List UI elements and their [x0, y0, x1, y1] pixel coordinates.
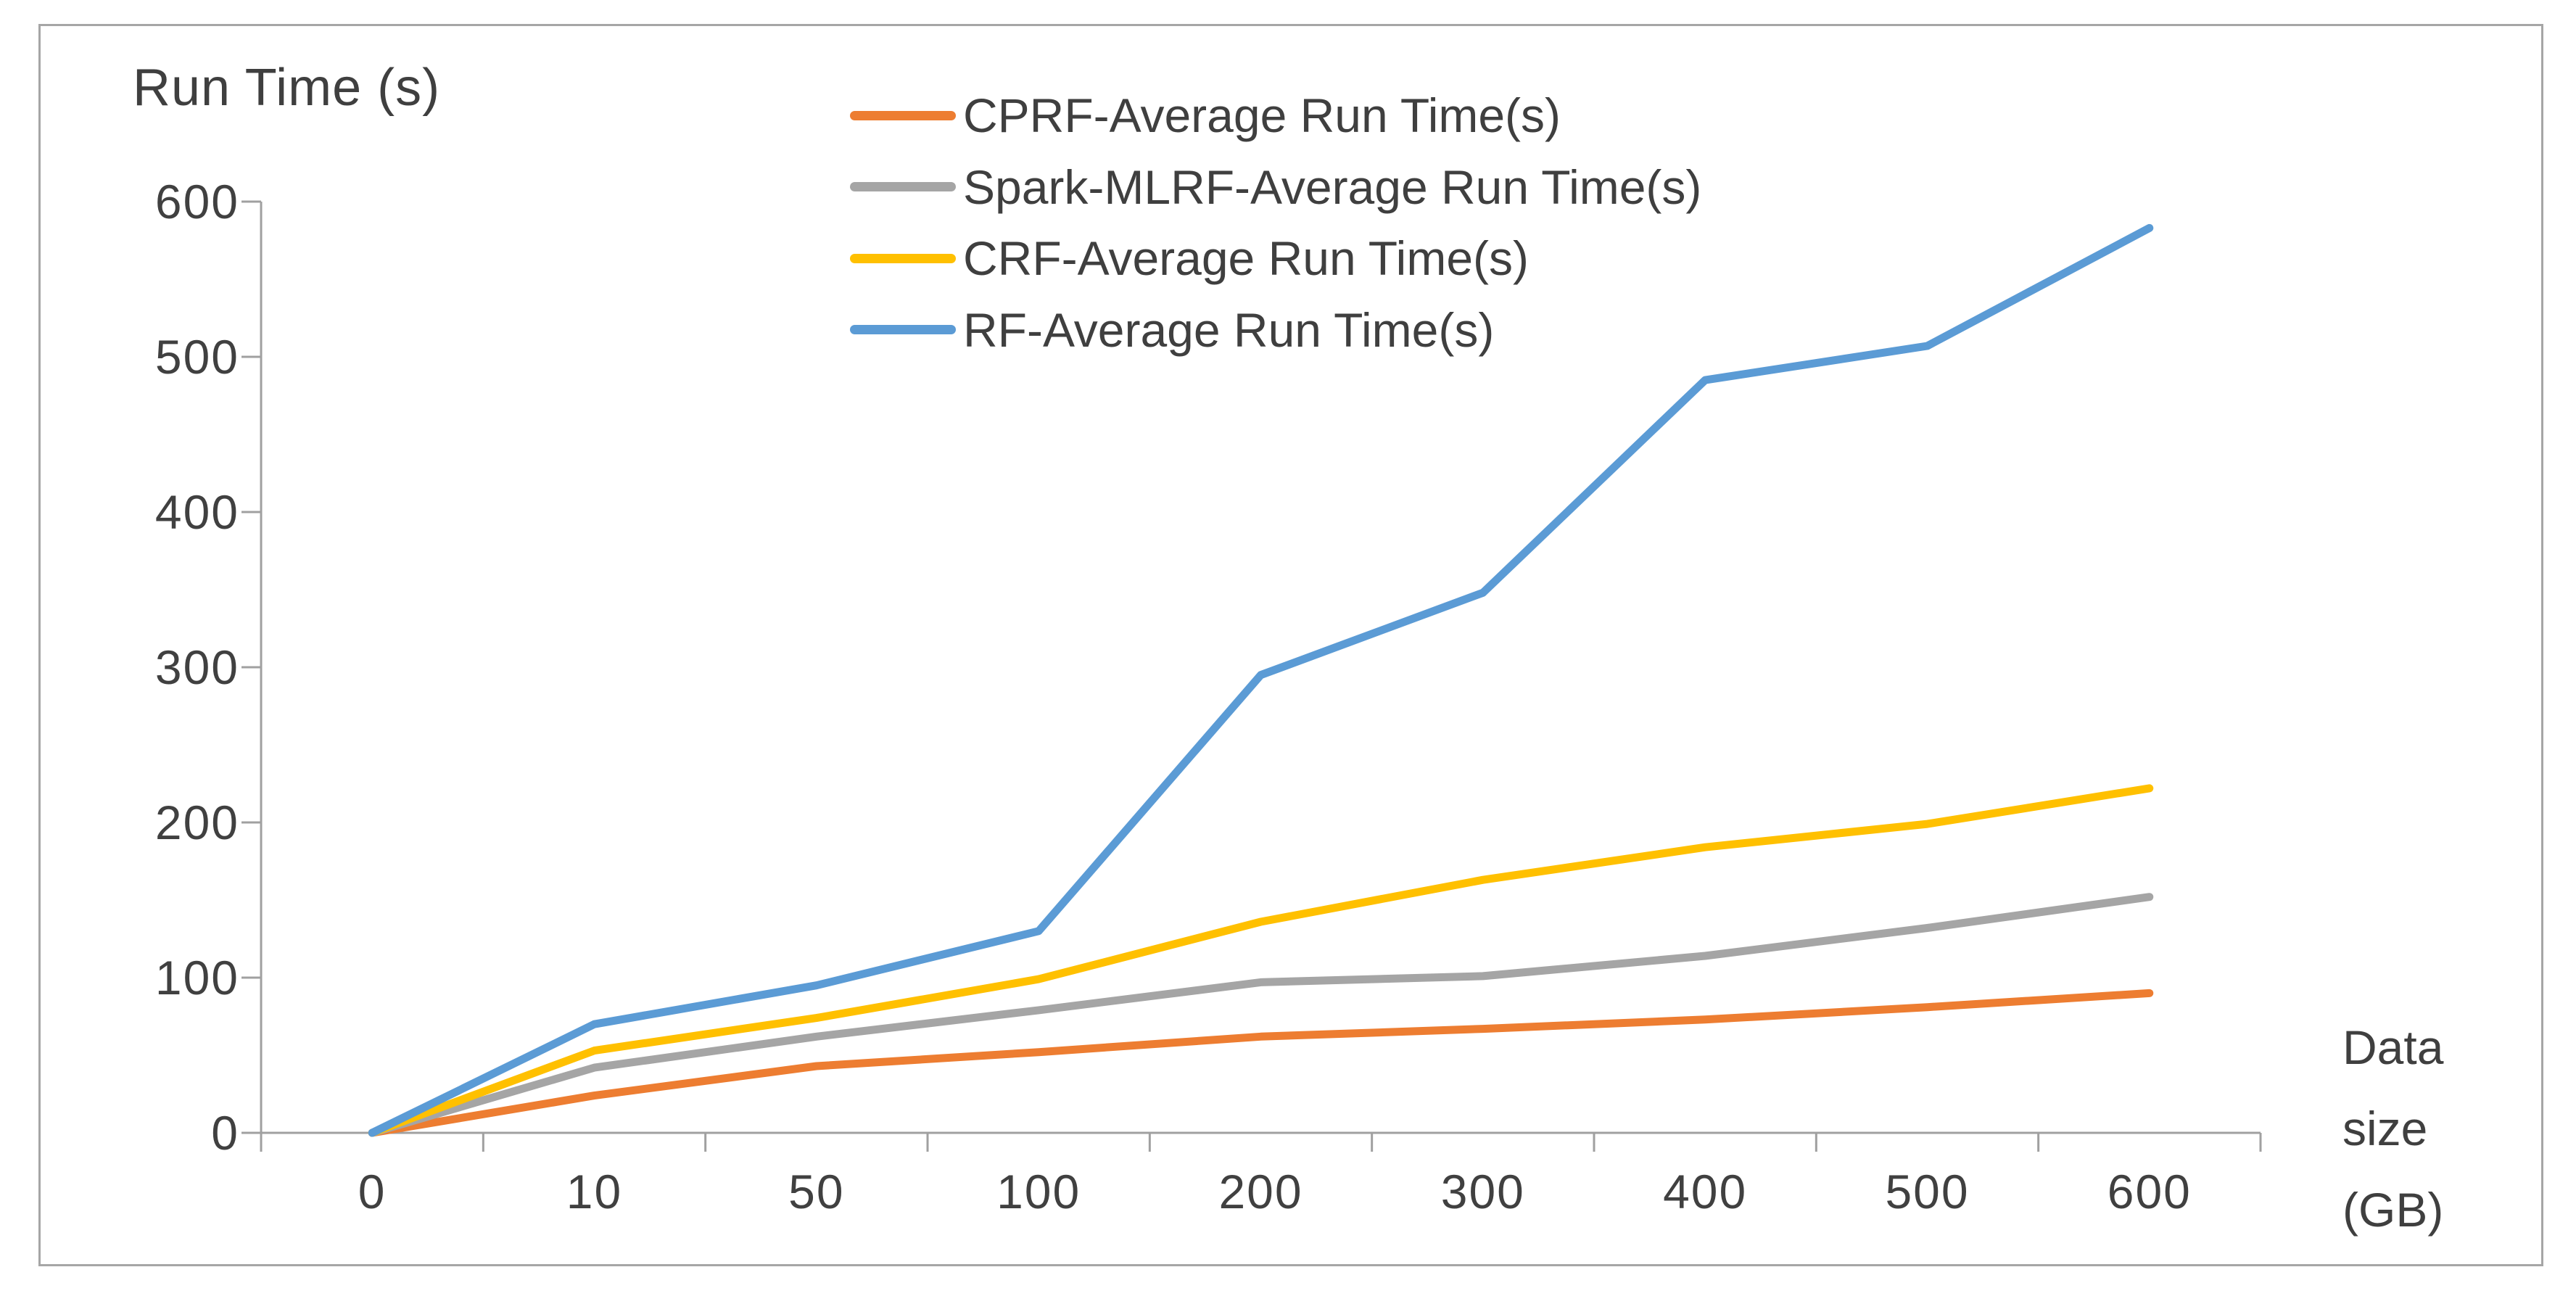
y-tick-label-500: 500 [154, 330, 239, 384]
y-tick-label-0: 0 [211, 1106, 239, 1160]
y-axis-title: Run Time (s) [133, 59, 441, 117]
series-line-spark [368, 893, 2154, 1137]
x-tick-label-10: 10 [566, 1165, 623, 1218]
x-axis-title-line2: size [2342, 1102, 2428, 1155]
x-tick-label-300: 300 [1440, 1165, 1525, 1218]
x-axis-title: Data size (GB) [2342, 1007, 2443, 1250]
series-line-crf [368, 784, 2154, 1137]
x-tick-label-50: 50 [788, 1165, 845, 1218]
legend-swatch-icon [850, 325, 956, 334]
x-tick-label-400: 400 [1663, 1165, 1748, 1218]
legend-label: Spark-MLRF-Average Run Time(s) [963, 160, 1702, 214]
x-axis-title-line3: (GB) [2342, 1183, 2444, 1237]
chart-outer-border [38, 24, 2543, 1266]
series-line-cprf [368, 989, 2154, 1137]
x-tick-label-500: 500 [1885, 1165, 1970, 1218]
x-tick-label-200: 200 [1218, 1165, 1303, 1218]
legend-item-spark: Spark-MLRF-Average Run Time(s) [850, 160, 1702, 214]
legend-swatch-icon [850, 110, 956, 120]
x-tick-label-100: 100 [996, 1165, 1081, 1218]
y-tick-label-100: 100 [154, 951, 239, 1004]
y-tick-label-200: 200 [154, 796, 239, 849]
legend-swatch-icon [850, 253, 956, 263]
x-tick-label-0: 0 [358, 1165, 387, 1218]
x-tick-label-600: 600 [2107, 1165, 2192, 1218]
data-series-lines [368, 223, 2154, 1137]
x-axis-title-line1: Data [2342, 1020, 2444, 1074]
y-tick-label-600: 600 [154, 175, 239, 228]
legend-label: CRF-Average Run Time(s) [963, 231, 1529, 285]
legend-label: RF-Average Run Time(s) [963, 302, 1495, 357]
axes [242, 200, 2262, 1152]
series-line-rf [368, 223, 2154, 1137]
legend-swatch-icon [850, 182, 956, 191]
legend-item-rf: RF-Average Run Time(s) [850, 302, 1495, 357]
y-tick-label-400: 400 [154, 485, 239, 539]
legend-item-crf: CRF-Average Run Time(s) [850, 231, 1529, 285]
legend-item-cprf: CPRF-Average Run Time(s) [850, 88, 1561, 142]
y-tick-label-300: 300 [154, 640, 239, 694]
legend-label: CPRF-Average Run Time(s) [963, 88, 1561, 142]
